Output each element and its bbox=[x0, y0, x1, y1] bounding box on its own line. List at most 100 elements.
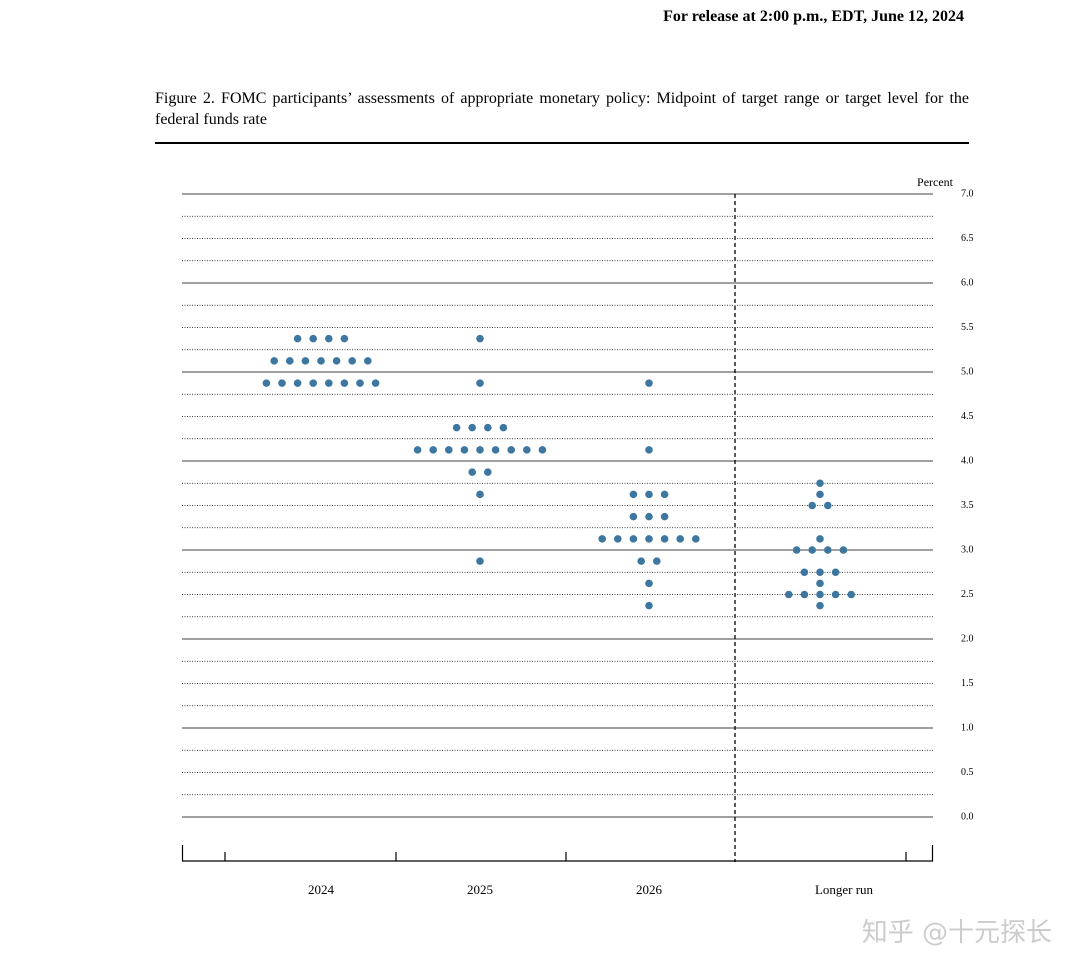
release-note: For release at 2:00 p.m., EDT, June 12, … bbox=[663, 8, 964, 25]
dot bbox=[847, 590, 855, 599]
y-tick-label: 2.0 bbox=[961, 633, 974, 644]
dot bbox=[348, 357, 357, 365]
x-tick-label: 2025 bbox=[467, 882, 493, 897]
dot bbox=[325, 379, 333, 387]
dot bbox=[538, 446, 547, 454]
dot bbox=[637, 557, 645, 565]
dot bbox=[340, 379, 349, 387]
dot bbox=[364, 357, 372, 365]
y-tick-label: 7.0 bbox=[961, 188, 974, 199]
dot bbox=[808, 546, 816, 554]
y-tick-label: 5.0 bbox=[961, 366, 974, 377]
dot bbox=[645, 579, 653, 588]
dot bbox=[839, 546, 848, 554]
x-tick-label: 2026 bbox=[636, 882, 663, 897]
x-tick-label: 2024 bbox=[308, 882, 335, 897]
dot bbox=[452, 423, 461, 432]
y-axis-label: Percent bbox=[917, 175, 954, 189]
dot bbox=[645, 446, 653, 454]
dot bbox=[460, 446, 469, 454]
dot bbox=[468, 468, 477, 476]
y-tick-label: 6.0 bbox=[961, 277, 974, 288]
dot bbox=[356, 379, 364, 387]
dot bbox=[629, 490, 638, 499]
dot bbox=[785, 590, 793, 599]
dot bbox=[262, 379, 271, 387]
y-tick-label: 4.0 bbox=[961, 455, 974, 466]
dot bbox=[824, 501, 832, 510]
dot bbox=[660, 490, 669, 499]
dot bbox=[816, 535, 824, 543]
dot bbox=[413, 446, 422, 454]
y-tick-label: 4.5 bbox=[961, 411, 974, 422]
dot bbox=[629, 535, 638, 543]
dot bbox=[476, 379, 484, 387]
dot bbox=[816, 490, 824, 499]
dot bbox=[816, 601, 824, 610]
dot bbox=[309, 334, 318, 343]
dot bbox=[476, 557, 484, 565]
dot bbox=[270, 357, 279, 365]
dot bbox=[645, 512, 653, 521]
dot bbox=[476, 490, 484, 499]
dot bbox=[800, 590, 809, 599]
dot bbox=[816, 568, 824, 577]
dot bbox=[800, 568, 809, 577]
dot bbox=[371, 379, 380, 387]
dot bbox=[645, 490, 653, 499]
dot bbox=[598, 535, 606, 543]
dot bbox=[816, 579, 824, 588]
dot bbox=[660, 535, 669, 543]
dot bbox=[317, 357, 325, 365]
dot bbox=[824, 546, 832, 554]
dot bbox=[816, 479, 824, 488]
y-tick-label: 5.5 bbox=[961, 322, 974, 333]
dot bbox=[831, 568, 840, 577]
y-tick-label: 3.0 bbox=[961, 544, 974, 555]
dot bbox=[476, 446, 484, 454]
y-tick-label: 0.0 bbox=[961, 811, 974, 822]
dot bbox=[645, 379, 653, 387]
dot bbox=[278, 379, 286, 387]
dot bbox=[660, 512, 669, 521]
dot bbox=[340, 334, 349, 343]
dot bbox=[293, 334, 302, 343]
dot bbox=[309, 379, 318, 387]
dot bbox=[645, 601, 653, 610]
dot bbox=[645, 535, 653, 543]
chart-title: Figure 2. FOMC participants’ assessments… bbox=[155, 88, 969, 144]
dot bbox=[792, 546, 801, 554]
dot bbox=[286, 357, 294, 365]
dot bbox=[325, 334, 333, 343]
dot bbox=[653, 557, 661, 565]
dot bbox=[831, 590, 840, 599]
dot bbox=[332, 357, 341, 365]
dot bbox=[507, 446, 515, 454]
dot bbox=[445, 446, 453, 454]
y-tick-label: 6.5 bbox=[961, 233, 974, 244]
dot bbox=[476, 334, 484, 343]
dot bbox=[468, 423, 477, 432]
dot bbox=[676, 535, 684, 543]
dot bbox=[614, 535, 622, 543]
watermark: 知乎 @十元探长 bbox=[861, 918, 1052, 948]
y-tick-label: 1.5 bbox=[961, 678, 974, 689]
dot bbox=[429, 446, 438, 454]
dot bbox=[484, 468, 492, 476]
x-axis bbox=[181, 845, 934, 862]
dot bbox=[491, 446, 500, 454]
y-tick-label: 3.5 bbox=[961, 500, 974, 511]
dot bbox=[484, 423, 492, 432]
dot bbox=[293, 379, 302, 387]
x-tick-label: Longer run bbox=[815, 882, 874, 897]
y-tick-label: 2.5 bbox=[961, 589, 974, 600]
dot bbox=[499, 423, 508, 432]
y-tick-label: 1.0 bbox=[961, 722, 974, 733]
dot bbox=[523, 446, 531, 454]
dot bbox=[808, 501, 816, 510]
y-tick-label: 0.5 bbox=[961, 767, 974, 778]
dot bbox=[816, 590, 824, 599]
dot bbox=[692, 535, 700, 543]
